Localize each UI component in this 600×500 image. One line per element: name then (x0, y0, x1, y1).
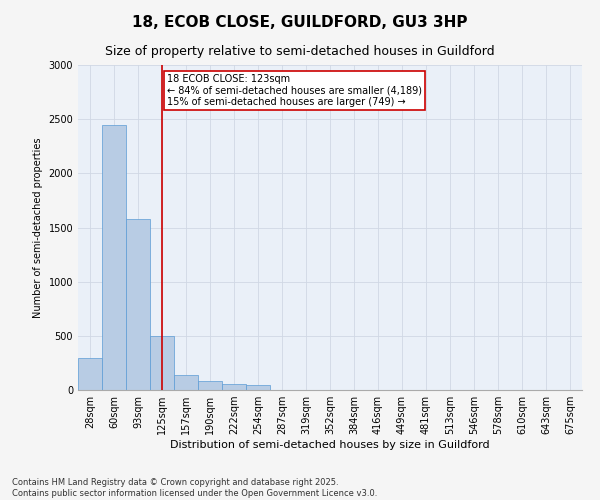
Bar (246, 385, 270, 390)
Bar (150, 336, 174, 390)
X-axis label: Distribution of semi-detached houses by size in Guildford: Distribution of semi-detached houses by … (170, 440, 490, 450)
Bar (126, 219, 150, 390)
Bar (78, 358, 102, 390)
Bar (222, 384, 246, 390)
Bar (198, 382, 222, 390)
Bar (174, 376, 198, 390)
Bar (102, 124, 126, 390)
Text: Size of property relative to semi-detached houses in Guildford: Size of property relative to semi-detach… (105, 45, 495, 58)
Text: 18 ECOB CLOSE: 123sqm
← 84% of semi-detached houses are smaller (4,189)
15% of s: 18 ECOB CLOSE: 123sqm ← 84% of semi-deta… (167, 74, 422, 107)
Y-axis label: Number of semi-detached properties: Number of semi-detached properties (33, 137, 43, 318)
Text: 18, ECOB CLOSE, GUILDFORD, GU3 3HP: 18, ECOB CLOSE, GUILDFORD, GU3 3HP (132, 15, 468, 30)
Text: Contains HM Land Registry data © Crown copyright and database right 2025.
Contai: Contains HM Land Registry data © Crown c… (12, 478, 377, 498)
